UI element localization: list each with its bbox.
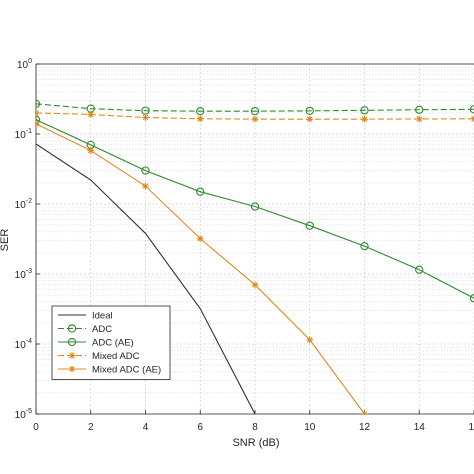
y-tick-label: 10-4: [15, 338, 32, 351]
data-point-adc: [305, 106, 314, 116]
data-series: [36, 99, 474, 414]
x-tick-label: 10: [304, 422, 316, 433]
data-point-adc-ae: [250, 202, 260, 211]
x-tick-label: 12: [359, 422, 371, 433]
data-point-mixed-adc: [415, 115, 423, 123]
x-tick-label: 14: [414, 422, 426, 433]
y-tick-label: 10-1: [15, 128, 32, 141]
legend-label-adc: ADC: [92, 324, 112, 335]
data-point-adc: [360, 106, 369, 115]
data-point-adc: [196, 107, 205, 116]
data-point-mixed-adc-ae: [196, 235, 204, 243]
data-point-mixed-adc: [306, 115, 314, 123]
x-tick-label: 0: [33, 422, 39, 433]
data-point-adc: [36, 99, 41, 108]
data-point-mixed-adc-ae: [142, 182, 149, 190]
x-tick-label: 8: [252, 422, 258, 433]
legend-marker-mixed-adc-ae: [68, 365, 76, 373]
data-point-adc-ae: [141, 166, 150, 175]
x-tick-label: 16: [468, 422, 474, 433]
data-point-mixed-adc-ae: [306, 336, 314, 344]
x-axis-label: SNR (dB): [232, 437, 279, 449]
legend-marker-mixed-adc: [68, 352, 76, 359]
data-point-mixed-adc: [251, 115, 259, 123]
series-line-ideal: [36, 143, 256, 414]
legend-marker-adc-ae: [67, 337, 77, 347]
y-axis-label: SER: [0, 229, 11, 252]
legend-label-adc-ae: ADC (AE): [92, 338, 134, 349]
data-point-adc-ae: [415, 265, 424, 274]
data-point-mixed-adc: [142, 114, 149, 121]
data-point-mixed-adc-ae: [251, 281, 259, 289]
x-tick-label: 2: [88, 422, 94, 433]
series-adc-ae: [36, 115, 474, 303]
series-line-adc-ae: [36, 119, 474, 299]
y-tick-label: 10-5: [15, 408, 32, 421]
data-point-mixed-adc-ae: [87, 147, 95, 154]
axes: 0 2 4 6 8 10 12 14 16 100 10-1 10-2 10-3 10-4 10-5: [15, 58, 474, 433]
y-tick-label: 10-3: [15, 268, 32, 281]
series-mixed-adc-ae: [36, 120, 368, 414]
data-point-adc: [415, 105, 424, 114]
legend-label-ideal: Ideal: [92, 311, 113, 322]
data-point-adc-ae: [196, 187, 205, 196]
legend-marker-adc: [67, 324, 77, 333]
data-point-mixed-adc: [361, 115, 368, 123]
y-tick-label: 10-2: [15, 198, 32, 211]
series-line-adc: [36, 103, 474, 112]
legend-label-mixed-adc: Mixed ADC: [92, 351, 140, 362]
series-mixed-adc: [36, 109, 474, 123]
legend-label-mixed-adc-ae: Mixed ADC (AE): [92, 365, 161, 376]
series-ideal: [36, 143, 256, 414]
data-point-mixed-adc: [87, 111, 95, 118]
legend: Ideal ADC ADC (AE) Mixed ADC Mixed ADC (AE): [51, 305, 171, 380]
x-tick-label: 4: [143, 422, 149, 433]
x-tick-label: 6: [197, 422, 203, 433]
y-tick-label: 100: [17, 58, 32, 71]
data-point-adc-ae: [305, 221, 314, 230]
data-point-adc: [250, 107, 260, 116]
data-point-mixed-adc: [196, 115, 204, 123]
data-point-adc-ae: [360, 241, 369, 251]
